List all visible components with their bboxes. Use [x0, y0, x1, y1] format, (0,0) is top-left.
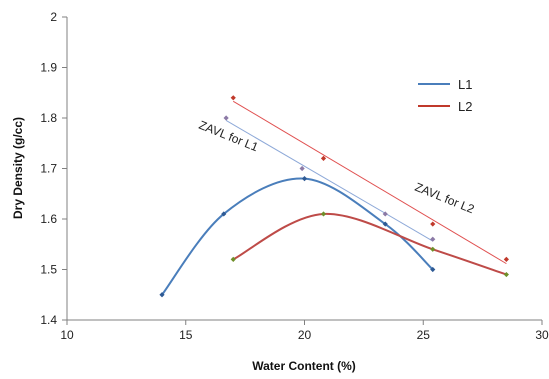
- legend-label-l1: L1: [458, 77, 472, 92]
- ticks: 10 15 20 25 30 1.4 1.5 1.6 1.7 1.8 1.9 2: [40, 10, 549, 342]
- x-tick-label: 25: [417, 328, 431, 342]
- markers: [159, 95, 509, 298]
- data-point-l1: [382, 221, 388, 227]
- data-point-zavl-for-l1: [223, 115, 229, 121]
- legend: L1 L2: [418, 77, 472, 114]
- y-tick-label: 1.9: [40, 61, 57, 75]
- data-point-l1: [301, 176, 308, 182]
- data-point-zavl-for-l1: [430, 236, 436, 242]
- data-point-l2: [430, 246, 436, 252]
- y-tick-label: 1.5: [40, 263, 57, 277]
- data-point-zavl-for-l2: [230, 95, 236, 101]
- data-point-l1: [221, 211, 227, 217]
- data-point-l2: [503, 271, 509, 278]
- x-tick-label: 10: [60, 328, 74, 342]
- y-tick-label: 1.6: [40, 212, 57, 226]
- data-point-l1: [159, 292, 165, 298]
- y-tick-label: 1.4: [40, 313, 57, 327]
- x-tick-label: 20: [298, 328, 312, 342]
- legend-label-l2: L2: [458, 99, 472, 114]
- data-point-l2: [320, 211, 327, 217]
- annotation-zavl-l2: ZAVL for L2: [413, 180, 477, 217]
- data-point-l1: [430, 266, 436, 273]
- y-tick-label: 1.8: [40, 111, 57, 125]
- y-tick-label: 2: [50, 10, 57, 24]
- series-line-zavl-for-l1: [225, 120, 434, 242]
- x-tick-label: 15: [179, 328, 193, 342]
- y-axis-title: Dry Density (g/cc): [11, 117, 25, 219]
- data-point-zavl-for-l1: [382, 211, 388, 217]
- series-line-l2: [232, 212, 507, 276]
- annotation-zavl-l1: ZAVL for L1: [197, 118, 261, 155]
- data-point-zavl-for-l2: [430, 221, 436, 227]
- x-axis-title: Water Content (%): [252, 359, 356, 373]
- data-point-l2: [230, 256, 236, 262]
- data-point-zavl-for-l2: [320, 155, 327, 161]
- x-tick-label: 30: [535, 328, 549, 342]
- y-tick-label: 1.7: [40, 162, 57, 176]
- series-line-zavl-for-l2: [232, 100, 507, 265]
- data-point-zavl-for-l2: [503, 256, 509, 262]
- data-point-zavl-for-l1: [299, 165, 305, 172]
